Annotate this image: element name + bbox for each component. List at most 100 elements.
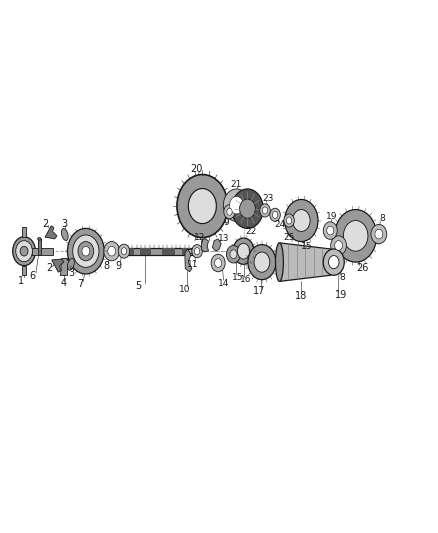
Ellipse shape <box>61 229 68 240</box>
Polygon shape <box>45 226 57 239</box>
Text: 8: 8 <box>339 273 346 282</box>
Ellipse shape <box>194 248 200 255</box>
Polygon shape <box>22 227 26 237</box>
Ellipse shape <box>371 224 387 244</box>
Text: 19: 19 <box>335 289 347 300</box>
Ellipse shape <box>230 197 244 214</box>
Polygon shape <box>182 248 191 255</box>
Polygon shape <box>140 248 151 255</box>
Text: 2: 2 <box>46 263 53 273</box>
Ellipse shape <box>13 237 35 265</box>
Text: 19: 19 <box>326 212 337 221</box>
Ellipse shape <box>248 245 276 280</box>
Ellipse shape <box>285 199 318 241</box>
Text: 5: 5 <box>135 281 141 291</box>
Ellipse shape <box>328 255 339 269</box>
Ellipse shape <box>232 189 263 229</box>
Polygon shape <box>38 239 41 255</box>
Text: 2: 2 <box>42 219 48 229</box>
Polygon shape <box>188 249 199 253</box>
Polygon shape <box>125 248 134 255</box>
Text: 3: 3 <box>62 219 68 229</box>
Text: 22: 22 <box>245 227 256 236</box>
Text: 24: 24 <box>275 220 286 229</box>
Text: 1: 1 <box>18 276 24 286</box>
Ellipse shape <box>237 243 250 259</box>
Ellipse shape <box>276 243 283 281</box>
Ellipse shape <box>335 241 343 251</box>
Ellipse shape <box>272 211 278 219</box>
Ellipse shape <box>67 259 74 270</box>
Ellipse shape <box>73 235 99 268</box>
Text: 20: 20 <box>190 164 202 174</box>
Text: 6: 6 <box>30 271 36 281</box>
Ellipse shape <box>284 214 294 227</box>
Ellipse shape <box>188 189 216 223</box>
Ellipse shape <box>108 246 116 256</box>
Ellipse shape <box>20 246 28 256</box>
Ellipse shape <box>192 245 202 258</box>
Text: 13: 13 <box>218 234 229 243</box>
Polygon shape <box>52 259 64 272</box>
Ellipse shape <box>240 199 255 219</box>
Ellipse shape <box>270 208 280 221</box>
Ellipse shape <box>38 238 41 240</box>
Ellipse shape <box>286 217 292 224</box>
Text: 9: 9 <box>223 218 229 227</box>
Ellipse shape <box>260 204 270 217</box>
Ellipse shape <box>82 246 90 256</box>
Ellipse shape <box>230 250 237 259</box>
Ellipse shape <box>335 209 377 262</box>
Ellipse shape <box>78 241 94 261</box>
Ellipse shape <box>343 221 368 251</box>
Polygon shape <box>60 258 71 275</box>
Ellipse shape <box>16 241 32 262</box>
Polygon shape <box>279 243 331 281</box>
Polygon shape <box>212 239 221 251</box>
Text: 8: 8 <box>103 261 109 271</box>
Text: 18: 18 <box>295 291 307 301</box>
Text: 15: 15 <box>301 243 312 251</box>
Polygon shape <box>201 238 208 252</box>
Ellipse shape <box>323 222 337 239</box>
Ellipse shape <box>323 249 344 275</box>
Polygon shape <box>162 248 175 255</box>
Ellipse shape <box>104 241 120 261</box>
Text: 10: 10 <box>179 285 191 294</box>
Text: 8: 8 <box>379 214 385 223</box>
Text: 3: 3 <box>68 268 74 278</box>
Polygon shape <box>32 248 53 255</box>
Ellipse shape <box>224 205 235 219</box>
Ellipse shape <box>226 246 240 263</box>
Ellipse shape <box>293 209 310 231</box>
Ellipse shape <box>118 244 130 258</box>
Text: 7: 7 <box>77 279 83 289</box>
Ellipse shape <box>233 238 254 264</box>
Text: 21: 21 <box>231 180 242 189</box>
Text: 17: 17 <box>253 286 265 296</box>
Ellipse shape <box>67 229 104 274</box>
Polygon shape <box>185 249 192 272</box>
Ellipse shape <box>375 229 383 239</box>
Polygon shape <box>22 265 26 275</box>
Polygon shape <box>120 248 193 255</box>
Ellipse shape <box>211 254 225 272</box>
Text: 26: 26 <box>357 263 369 273</box>
Text: 9: 9 <box>116 261 122 271</box>
Text: 12: 12 <box>194 232 205 241</box>
Ellipse shape <box>262 207 268 214</box>
Text: 25: 25 <box>283 232 295 241</box>
Text: 16: 16 <box>240 275 252 284</box>
Ellipse shape <box>223 189 250 221</box>
Ellipse shape <box>254 252 270 272</box>
Text: 15: 15 <box>232 272 244 281</box>
Ellipse shape <box>331 236 346 255</box>
Text: 11: 11 <box>187 260 198 269</box>
Ellipse shape <box>121 248 127 255</box>
Ellipse shape <box>215 259 222 268</box>
Text: 23: 23 <box>262 194 274 203</box>
Ellipse shape <box>227 208 232 215</box>
Ellipse shape <box>177 174 228 238</box>
Ellipse shape <box>327 226 334 235</box>
Ellipse shape <box>273 214 275 216</box>
